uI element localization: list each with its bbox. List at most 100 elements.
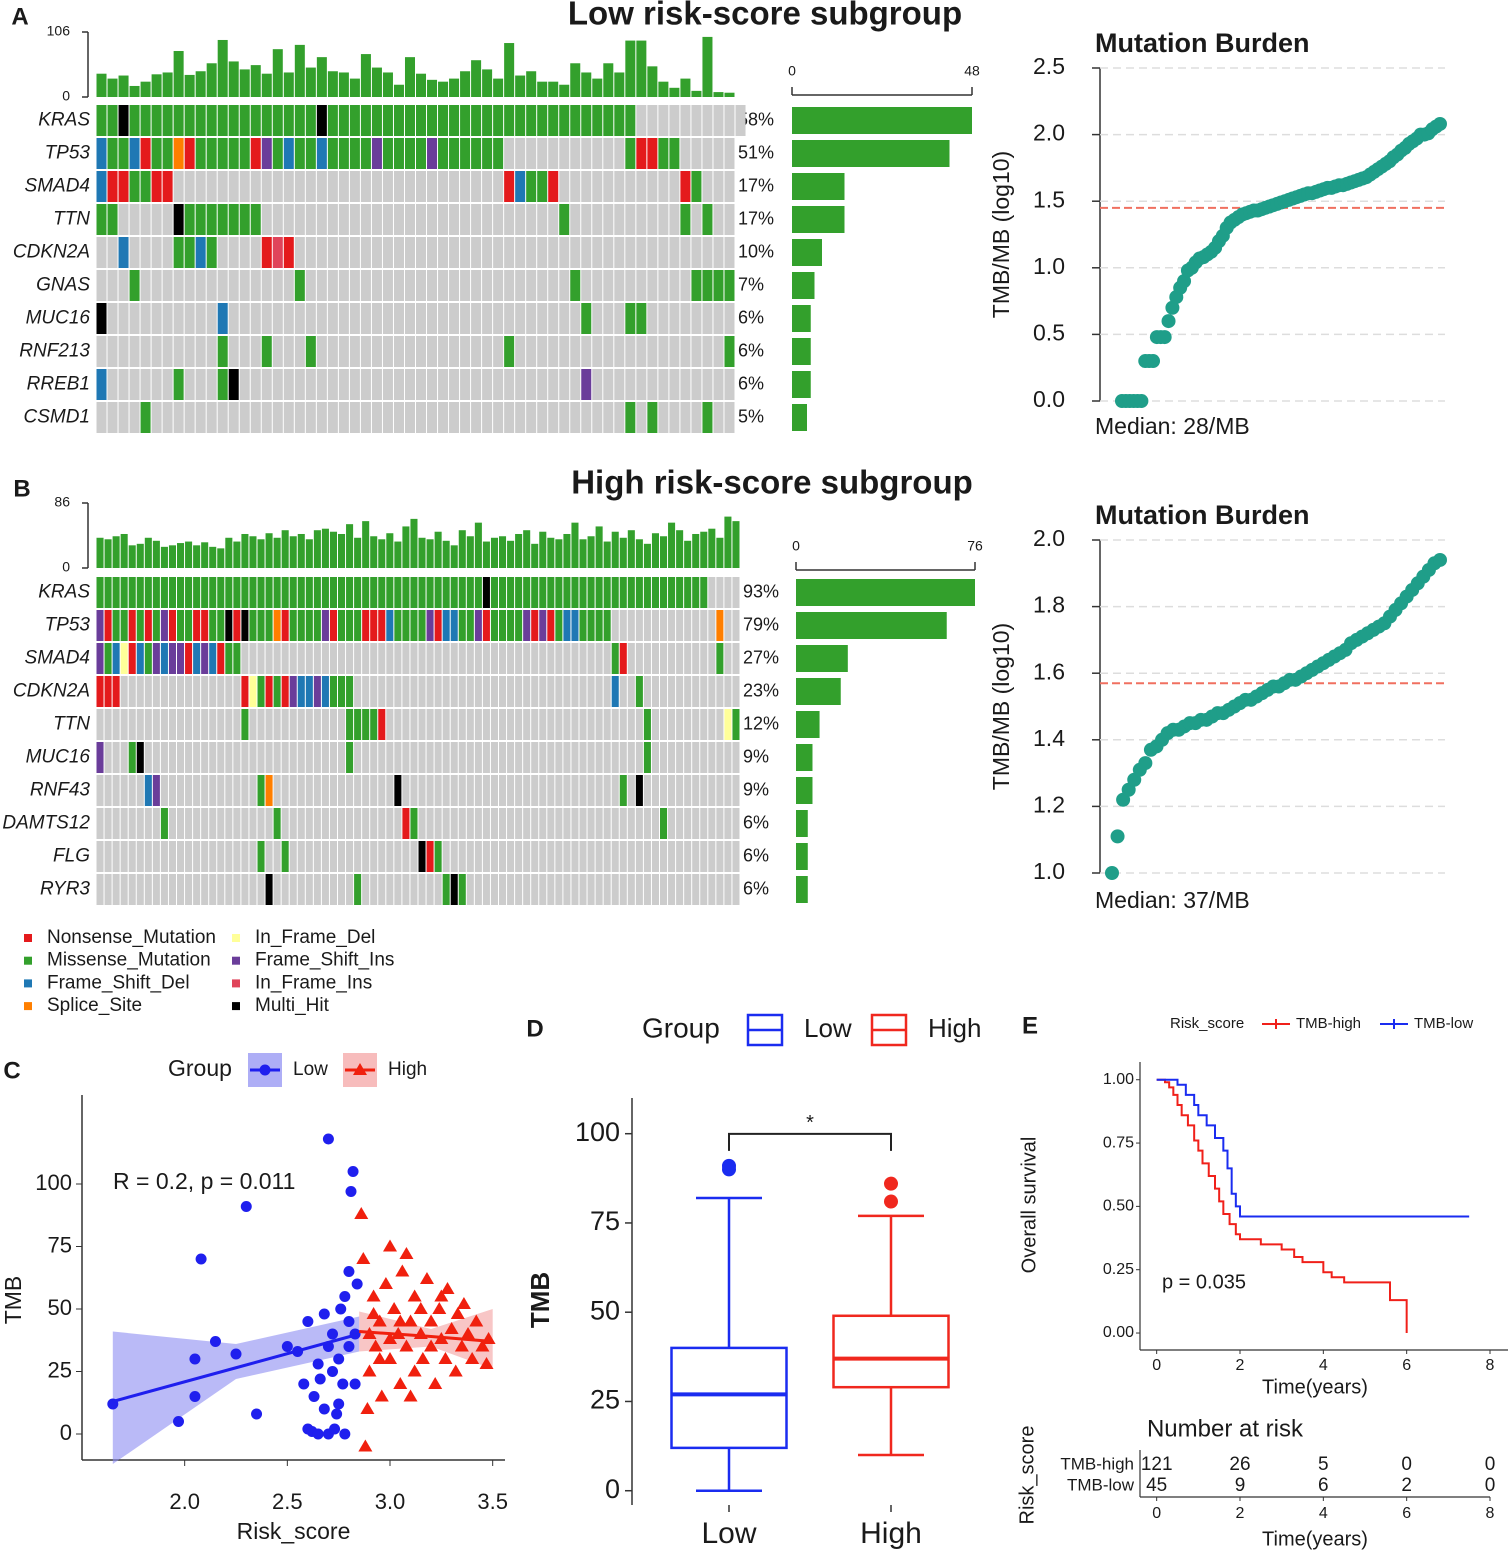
percent-label: 6% xyxy=(738,373,764,393)
oncoplot-cell xyxy=(273,577,281,608)
oncoplot-cell xyxy=(587,676,595,707)
oncoplot-cell xyxy=(563,841,571,872)
data-point xyxy=(314,1373,326,1385)
x-tick-label: 8 xyxy=(1486,1505,1495,1522)
oncoplot-cell xyxy=(427,237,438,268)
oncoplot-cell xyxy=(515,336,526,367)
oncoplot-cell xyxy=(338,270,349,301)
oncoplot-cell xyxy=(386,808,394,839)
oncoplot-cell xyxy=(378,709,386,740)
oncoplot-cell xyxy=(531,676,539,707)
oncoplot-cell xyxy=(201,841,209,872)
oncoplot-cell xyxy=(700,709,708,740)
percent-label: 9% xyxy=(743,746,769,766)
oncoplot-cell xyxy=(184,336,195,367)
risk-table-title: Number at risk xyxy=(1147,1415,1304,1442)
percent-label: 51% xyxy=(738,142,774,162)
oncoplot-cell xyxy=(402,874,410,905)
oncoplot-cell xyxy=(427,336,438,367)
oncoplot-cell xyxy=(636,303,647,334)
oncoplot-cell xyxy=(128,742,136,773)
oncoplot-cell xyxy=(531,709,539,740)
oncoplot-cell xyxy=(393,138,404,169)
oncoplot-cell xyxy=(702,237,713,268)
y-tick-label: 0 xyxy=(605,1474,620,1504)
oncoplot-cell xyxy=(724,775,732,806)
oncoplot-cell xyxy=(305,303,316,334)
tmb-bar xyxy=(651,533,659,568)
oncoplot-cell xyxy=(265,841,273,872)
tmb-bar xyxy=(120,533,128,568)
oncoplot-cell xyxy=(382,402,393,433)
oncoplot-cell xyxy=(294,237,305,268)
oncoplot-cell xyxy=(104,676,112,707)
oncoplot-cell xyxy=(537,303,548,334)
oncoplot-cell xyxy=(523,643,531,674)
gene-label: TP53 xyxy=(45,615,91,636)
oncoplot-cell xyxy=(555,610,563,641)
oncoplot-cell xyxy=(660,577,668,608)
oncoplot-cell xyxy=(676,577,684,608)
oncoplot-cell xyxy=(386,742,394,773)
oncoplot-cell xyxy=(410,643,418,674)
oncoplot-cell xyxy=(418,676,426,707)
oncoplot-cell xyxy=(265,874,273,905)
oncoplot-cell xyxy=(402,841,410,872)
significance-bracket xyxy=(728,1132,892,1151)
x-tick-label: 0 xyxy=(1152,1505,1161,1522)
oncoplot-cell xyxy=(209,841,217,872)
y-tick-label: 100 xyxy=(575,1117,620,1147)
gene-count-bar xyxy=(796,612,947,639)
oncoplot-cell xyxy=(658,237,669,268)
oncoplot-cell xyxy=(281,577,289,608)
oncoplot-cell xyxy=(96,402,107,433)
oncoplot-cell xyxy=(281,874,289,905)
oncoplot-cell xyxy=(193,709,201,740)
oncoplot-cell xyxy=(96,237,107,268)
oncoplot-cell xyxy=(410,874,418,905)
oncoplot-cell xyxy=(370,775,378,806)
oncoplot-cell xyxy=(700,676,708,707)
oncoplot-cell xyxy=(531,742,539,773)
oncoplot-cell xyxy=(450,577,458,608)
oncoplot-cell xyxy=(393,369,404,400)
oncoplot-cell xyxy=(460,237,471,268)
oncoplot-cell xyxy=(450,808,458,839)
oncoplot-cell xyxy=(614,336,625,367)
oncoplot-cell xyxy=(112,808,120,839)
tmb-bar xyxy=(393,84,404,97)
oncoplot-cell xyxy=(676,841,684,872)
oncoplot-cell xyxy=(168,775,176,806)
x-axis-label: Time(years) xyxy=(1262,1528,1368,1550)
oncoplot-cell xyxy=(195,237,206,268)
oncoplot-cell xyxy=(104,808,112,839)
oncoplot-cell xyxy=(702,204,713,235)
oncoplot-cell xyxy=(692,775,700,806)
percent-label: 58% xyxy=(738,109,774,129)
oncoplot-cell xyxy=(523,676,531,707)
data-point xyxy=(318,1403,330,1415)
oncoplot-cell xyxy=(233,577,241,608)
oncoplot-cell xyxy=(449,237,460,268)
oncoplot-cell xyxy=(272,336,283,367)
oncoplot-cell xyxy=(692,577,700,608)
gene-label: DAMTS12 xyxy=(2,813,90,834)
oncoplot-cell xyxy=(228,204,239,235)
oncoplot-cell xyxy=(96,336,107,367)
oncoplot-cell xyxy=(450,676,458,707)
oncoplot-cell xyxy=(382,270,393,301)
oncoplot-cell xyxy=(160,676,168,707)
tmb-bar xyxy=(338,533,346,568)
oncoplot-cell xyxy=(294,303,305,334)
oncoplot-cell xyxy=(724,402,735,433)
oncoplot-cell xyxy=(410,841,418,872)
oncoplot-cell xyxy=(370,577,378,608)
x-tick-label: 0 xyxy=(1152,1357,1161,1374)
oncoplot-cell xyxy=(382,237,393,268)
oncoplot-cell xyxy=(313,841,321,872)
tmb-bar xyxy=(587,536,595,568)
oncoplot-cell xyxy=(625,171,636,202)
oncoplot-cell xyxy=(713,402,724,433)
oncoplot-cell xyxy=(273,841,281,872)
oncoplot-cell xyxy=(635,841,643,872)
